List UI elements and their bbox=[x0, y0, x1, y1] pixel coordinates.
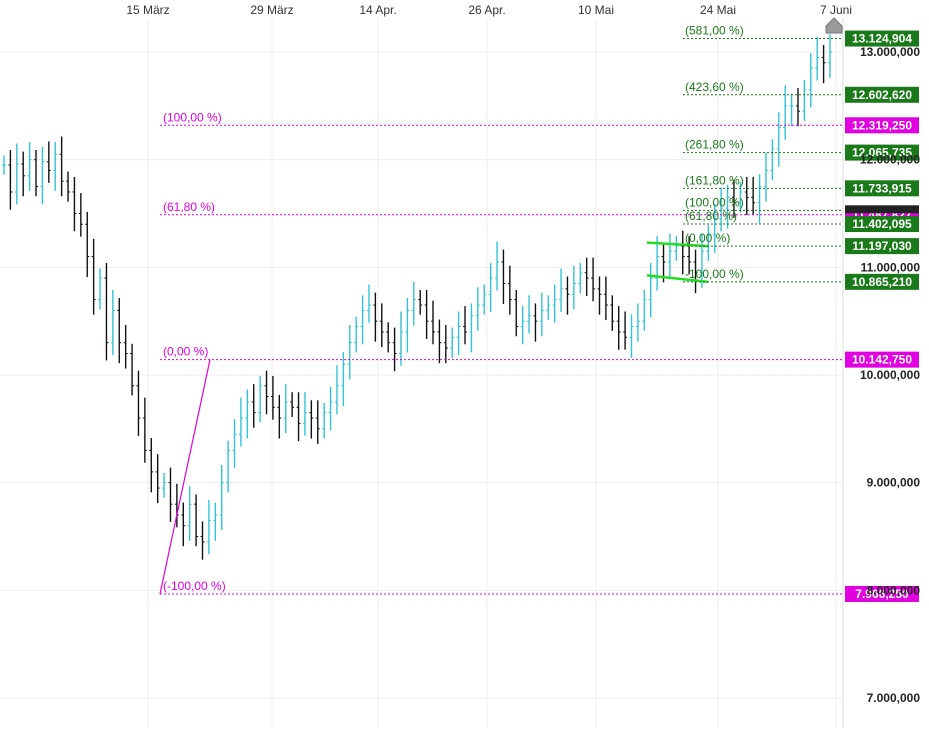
x-tick-label: 14 Apr. bbox=[359, 3, 396, 17]
fibonacci-levels: (100,00 %)12.319,250(61,80 %)11.487,827(… bbox=[159, 24, 919, 602]
price-series bbox=[2, 34, 832, 560]
price-badge-magenta bbox=[845, 585, 919, 602]
price-badge-green bbox=[845, 216, 919, 233]
price-badge-magenta bbox=[845, 117, 919, 134]
home-up-icon[interactable] bbox=[825, 17, 843, 34]
fib-label-green: (261,80 %) bbox=[685, 138, 744, 152]
price-badge-magenta bbox=[845, 351, 919, 368]
channel-lower-line bbox=[646, 274, 709, 284]
fib-label-green: (423,60 %) bbox=[685, 80, 744, 94]
price-badge-green bbox=[845, 273, 919, 290]
fib-label-green: (581,00 %) bbox=[685, 24, 744, 38]
fib-label-green: (161,80 %) bbox=[685, 173, 744, 187]
fib-label-magenta: (61,80 %) bbox=[163, 200, 215, 214]
y-tick-label: 13.000,000 bbox=[860, 45, 920, 59]
price-badge-green bbox=[845, 30, 919, 47]
grid bbox=[0, 18, 844, 728]
x-tick-label: 15 März bbox=[126, 3, 169, 17]
price-badge-magenta-text: 10.142,750 bbox=[852, 353, 912, 367]
fib-label-green: (0,00 %) bbox=[685, 231, 730, 245]
price-badge-green-text: 12.602,620 bbox=[852, 88, 912, 102]
fib-label-green: -100,00 %) bbox=[685, 267, 744, 281]
price-badge-green bbox=[845, 144, 919, 161]
price-badge-magenta-text: 7.966,250 bbox=[855, 587, 909, 601]
price-badge-green bbox=[845, 86, 919, 103]
fib-anchor-line bbox=[159, 359, 211, 595]
y-tick-label: 10.000,000 bbox=[860, 368, 920, 382]
axes: 15 März 29 März 14 Apr. 26 Apr. 10 Mai 24 Mai… bbox=[126, 3, 920, 705]
price-badge-green-text: 11.733,915 bbox=[852, 181, 912, 195]
price-badge-green bbox=[845, 238, 919, 255]
price-badge-dark bbox=[845, 205, 919, 214]
fib-label-magenta: (-100,00 %) bbox=[163, 579, 226, 593]
x-tick-label: 10 Mai bbox=[578, 3, 614, 17]
price-badge-green-text: 11.197,030 bbox=[852, 239, 912, 253]
channel-upper-line bbox=[646, 241, 709, 248]
fib-label-green: (100,00 %) bbox=[685, 195, 744, 209]
fib-label-green: (61,80 %) bbox=[685, 209, 737, 223]
fib-label-magenta: (0,00 %) bbox=[163, 345, 208, 359]
price-badge-green-text: 12.065,735 bbox=[852, 146, 912, 160]
price-badge-magenta-text: 12.319,250 bbox=[852, 118, 912, 132]
fib-label-magenta: (100,00 %) bbox=[163, 110, 222, 124]
price-badge-green bbox=[845, 180, 919, 197]
x-tick-label: 24 Mai bbox=[700, 3, 736, 17]
price-badge-green-text: 13.124,904 bbox=[852, 32, 912, 46]
price-badge-green-text: 11.402,095 bbox=[852, 217, 912, 231]
x-tick-label: 29 März bbox=[250, 3, 293, 17]
y-tick-label: 9.000,000 bbox=[867, 476, 921, 490]
x-tick-label: 7 Juni bbox=[820, 3, 852, 17]
y-tick-label: 8.000,000 bbox=[867, 583, 921, 597]
y-tick-label: 11.000,000 bbox=[861, 260, 921, 274]
price-badge-green-text: 10.865,210 bbox=[852, 275, 912, 289]
y-tick-label: 12.000,000 bbox=[860, 153, 920, 167]
y-tick-label: 7.000,000 bbox=[867, 691, 921, 705]
x-tick-label: 26 Apr. bbox=[468, 3, 505, 17]
